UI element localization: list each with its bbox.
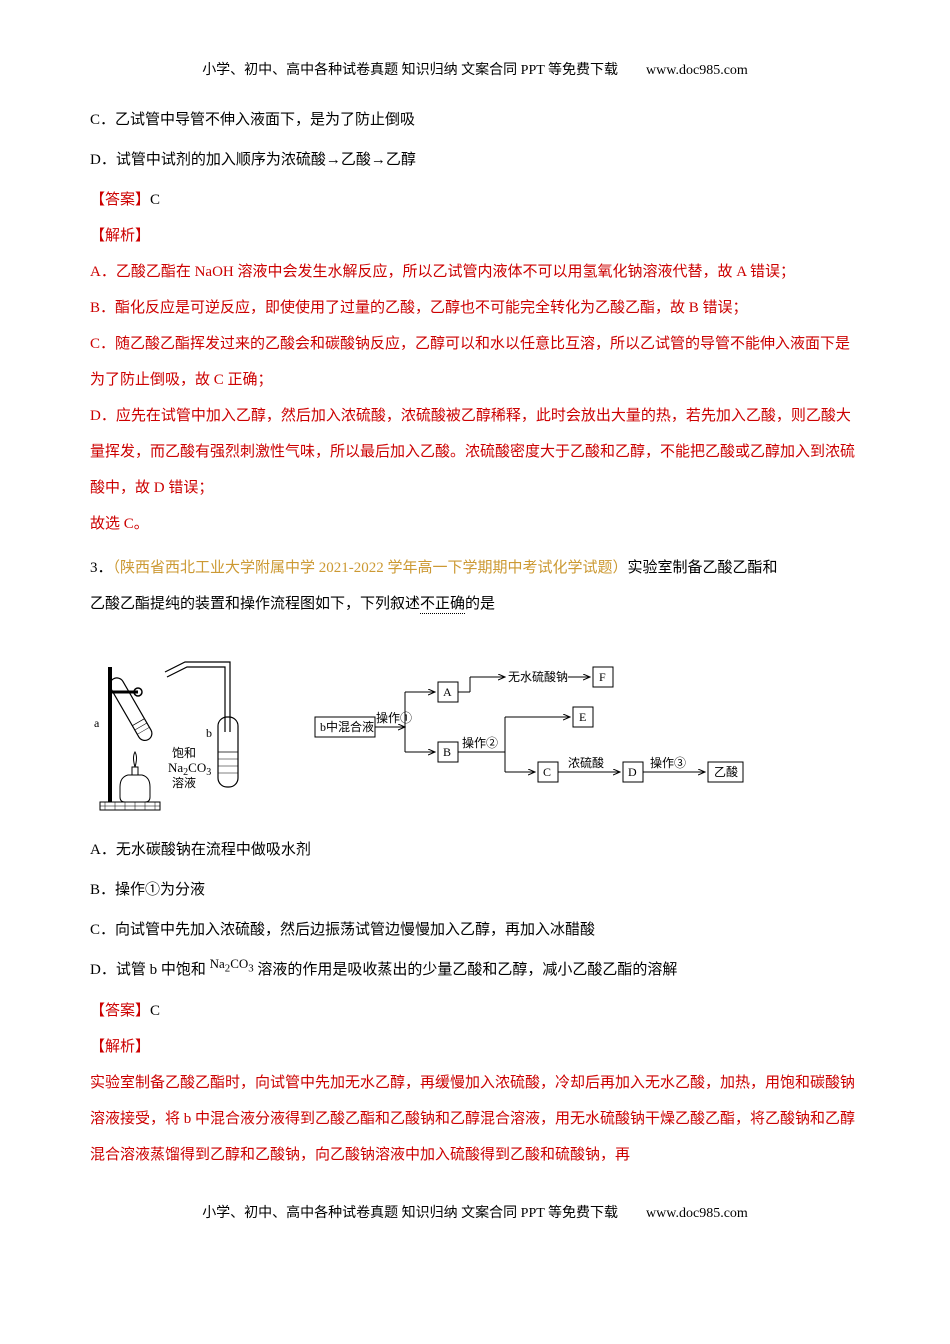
solution-label: 溶液 xyxy=(172,775,196,790)
q3-incorrect: 不正确 xyxy=(420,596,465,614)
na2co3-formula: Na2CO3 xyxy=(210,956,254,971)
q3-option-a: A．无水碳酸钠在流程中做吸水剂 xyxy=(90,832,860,868)
q2-conclusion: 故选 C。 xyxy=(90,506,860,542)
q3-option-b: B．操作①为分液 xyxy=(90,872,860,908)
flowchart-diagram: b中混合液 操作① A B 无水硫酸钠 F 操作② E C xyxy=(310,662,770,792)
svg-text:b中混合液: b中混合液 xyxy=(320,719,374,734)
svg-text:乙酸: 乙酸 xyxy=(714,764,738,779)
q3-stem2: 乙酸乙酯提纯的装置和操作流程图如下，下列叙述 xyxy=(90,596,420,612)
label-b: b xyxy=(206,726,212,740)
q3-analysis-label: 【解析】 xyxy=(90,1029,860,1065)
q2-analysis-label: 【解析】 xyxy=(90,218,860,254)
q2-analysis-a: A．乙酸乙酯在 NaOH 溶液中会发生水解反应，所以乙试管内液体不可以用氢氧化钠… xyxy=(90,254,860,290)
svg-text:操作①: 操作① xyxy=(376,710,412,725)
answer-label: 【答案】 xyxy=(90,192,150,208)
svg-text:B: B xyxy=(443,745,451,759)
q2-answer-row: 【答案】C xyxy=(90,182,860,218)
svg-text:F: F xyxy=(599,670,606,684)
svg-text:C: C xyxy=(543,765,551,779)
svg-text:浓硫酸: 浓硫酸 xyxy=(568,755,604,770)
page-footer: 小学、初中、高中各种试卷真题 知识归纳 文案合同 PPT 等免费下载 www.d… xyxy=(90,1203,860,1225)
q2-analysis-b: B．酯化反应是可逆反应，即使使用了过量的乙酸，乙醇也不可能完全转化为乙酸乙酯，故… xyxy=(90,290,860,326)
q3-stem: 3．（陕西省西北工业大学附属中学 2021-2022 学年高一下学期期中考试化学… xyxy=(90,550,860,586)
q2-option-c: C．乙试管中导管不伸入液面下，是为了防止倒吸 xyxy=(90,102,860,138)
svg-text:无水硫酸钠: 无水硫酸钠 xyxy=(508,669,568,684)
svg-text:操作③: 操作③ xyxy=(650,755,686,770)
svg-text:A: A xyxy=(443,685,452,699)
q3-stem-line2: 乙酸乙酯提纯的装置和操作流程图如下，下列叙述不正确的是 xyxy=(90,586,860,622)
q3-stem1: 实验室制备乙酸乙酯和 xyxy=(628,560,778,576)
svg-text:操作②: 操作② xyxy=(462,735,498,750)
diagram-container: a b 饱和 Na2CO3 溶液 b中混合液 操作① A B 无水硫酸钠 xyxy=(90,637,860,817)
apparatus-diagram: a b 饱和 Na2CO3 溶液 xyxy=(90,637,290,817)
q3-number: 3． xyxy=(90,560,113,576)
answer-value: C xyxy=(150,192,160,208)
q3-option-d: D．试管 b 中饱和 Na2CO3 溶液的作用是吸收蒸出的少量乙酸和乙醇，减小乙… xyxy=(90,952,860,989)
q3-d-part1: D．试管 b 中饱和 xyxy=(90,962,210,978)
label-a: a xyxy=(94,716,100,730)
q3-stem3: 的是 xyxy=(465,596,495,612)
q3-answer-value: C xyxy=(150,1003,160,1019)
page-header: 小学、初中、高中各种试卷真题 知识归纳 文案合同 PPT 等免费下载 www.d… xyxy=(90,60,860,82)
q3-answer-label: 【答案】 xyxy=(90,1003,150,1019)
q2-analysis-d: D．应先在试管中加入乙醇，然后加入浓硫酸，浓硫酸被乙醇稀释，此时会放出大量的热，… xyxy=(90,398,860,506)
q3-source: （陕西省西北工业大学附属中学 2021-2022 学年高一下学期期中考试化学试题… xyxy=(113,560,628,576)
svg-text:D: D xyxy=(628,765,637,779)
q2-analysis-c: C．随乙酸乙酯挥发过来的乙酸会和碳酸钠反应，乙醇可以和水以任意比互溶，所以乙试管… xyxy=(90,326,860,398)
q3-answer-row: 【答案】C xyxy=(90,993,860,1029)
q3-d-part2: 溶液的作用是吸收蒸出的少量乙酸和乙醇，减小乙酸乙酯的溶解 xyxy=(254,962,678,978)
q3-option-c: C．向试管中先加入浓硫酸，然后边振荡试管边慢慢加入乙醇，再加入冰醋酸 xyxy=(90,912,860,948)
q3-analysis: 实验室制备乙酸乙酯时，向试管中先加无水乙醇，再缓慢加入浓硫酸，冷却后再加入无水乙… xyxy=(90,1065,860,1173)
svg-text:E: E xyxy=(579,710,586,724)
q2-option-d: D．试管中试剂的加入顺序为浓硫酸→乙酸→乙醇 xyxy=(90,142,860,178)
saturated-label: 饱和 xyxy=(172,745,196,760)
